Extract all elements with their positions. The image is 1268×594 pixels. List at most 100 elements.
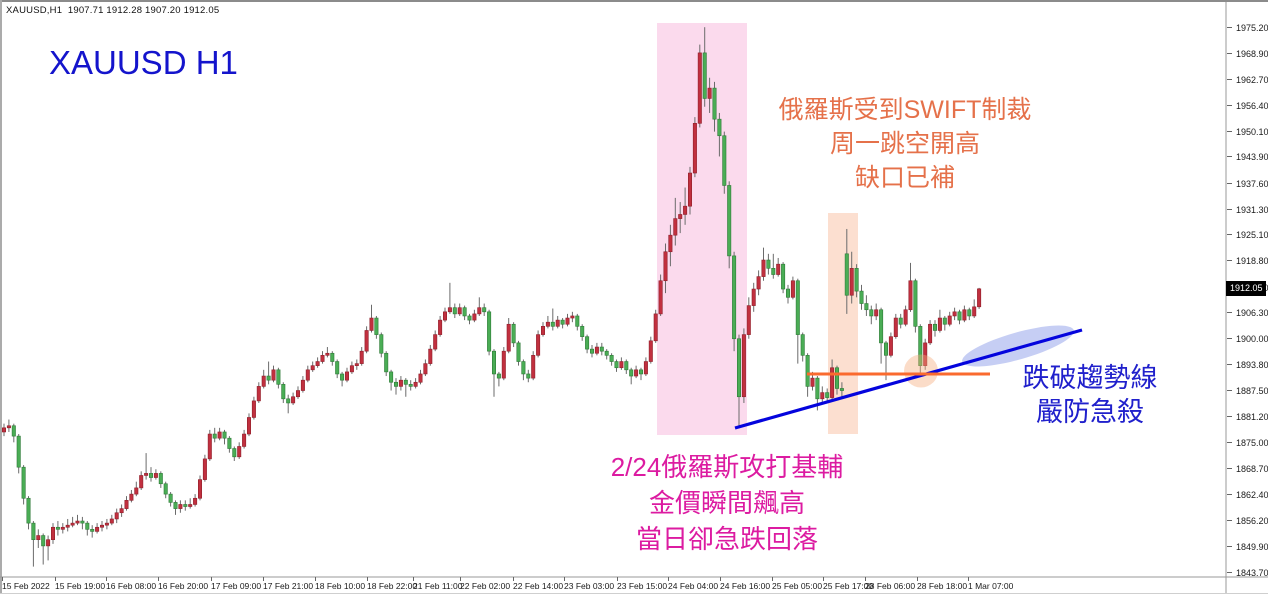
candle — [599, 342, 604, 356]
candle — [619, 357, 624, 370]
candle — [114, 508, 119, 524]
candle — [335, 359, 340, 379]
time-axis-tick — [55, 577, 56, 581]
candle — [604, 349, 609, 360]
candle — [447, 282, 452, 314]
candle — [844, 228, 849, 314]
candle — [281, 382, 286, 403]
annotation-line: 嚴防急殺 — [1036, 397, 1144, 427]
candle — [687, 166, 692, 215]
candle — [266, 361, 271, 385]
time-axis-label: 22 Feb 02:00 — [460, 581, 511, 591]
candle — [830, 359, 835, 400]
time-axis-label: 18 Feb 10:00 — [315, 581, 366, 591]
candle — [286, 394, 291, 414]
time-axis-tick — [460, 577, 461, 581]
candle — [276, 367, 281, 389]
candle — [624, 359, 629, 374]
candle — [565, 313, 570, 327]
candle — [124, 496, 129, 511]
candle — [663, 243, 668, 294]
candle — [536, 330, 541, 358]
candle — [104, 518, 109, 530]
price-axis-tick — [1227, 182, 1232, 184]
candle — [477, 297, 482, 316]
candle — [457, 303, 462, 316]
symbol-ohlc-readout: XAUUSD,H1 1907.71 1912.28 1907.20 1912.0… — [6, 5, 220, 16]
annotation-trendline-note[interactable]: 跌破趨勢線 嚴防急殺 — [1023, 361, 1158, 429]
candle — [6, 419, 11, 432]
candle — [560, 318, 565, 329]
time-axis-label: 17 Feb 09:00 — [211, 581, 262, 591]
price-axis-label: 1849.90 — [1236, 541, 1268, 552]
candle — [168, 492, 173, 507]
candle — [222, 429, 227, 445]
price-axis-label: 1968.90 — [1236, 48, 1268, 59]
trendline[interactable] — [734, 328, 1083, 430]
annotation-swift-note[interactable]: 俄羅斯受到SWIFT制裁 周一跳空開高 缺口已補 — [779, 93, 1032, 195]
candle — [800, 332, 805, 362]
candle — [193, 494, 198, 507]
candle — [50, 523, 55, 544]
candle — [570, 311, 575, 323]
price-axis-label: 1875.00 — [1236, 437, 1268, 448]
candle — [643, 357, 648, 377]
candle — [65, 518, 70, 532]
candle — [423, 359, 428, 377]
candle — [300, 376, 305, 393]
candle — [212, 427, 217, 443]
time-axis-label: 21 Feb 11:00 — [413, 581, 463, 591]
time-axis-tick — [367, 577, 368, 581]
candle — [967, 307, 972, 321]
candle — [751, 282, 756, 312]
price-axis-label: 1906.30 — [1236, 308, 1268, 319]
time-axis-tick — [513, 577, 514, 581]
candle — [369, 304, 374, 333]
candle — [501, 347, 506, 381]
candle — [629, 367, 634, 385]
time-axis-label: 23 Feb 03:00 — [564, 581, 615, 591]
candle — [609, 353, 614, 366]
candle — [271, 365, 276, 383]
price-axis-tick — [1227, 78, 1232, 80]
candle — [291, 392, 296, 406]
price-axis-label: 1931.30 — [1236, 204, 1268, 215]
price-axis-tick — [1227, 208, 1232, 210]
candle — [198, 475, 203, 501]
price-axis-label: 1950.10 — [1236, 126, 1268, 137]
candle — [472, 309, 477, 323]
candle — [594, 342, 599, 356]
candle — [491, 349, 496, 397]
candle — [673, 197, 678, 246]
current-price-badge: 1912.05 — [1226, 281, 1266, 297]
candle — [496, 371, 501, 387]
window-top-edge — [0, 0, 1268, 2]
candle — [344, 367, 349, 383]
candle — [1, 423, 7, 437]
candle — [785, 284, 790, 304]
rally-highlight-band[interactable] — [657, 23, 747, 435]
candle — [393, 378, 398, 395]
price-axis-tick — [1227, 26, 1232, 28]
candle — [506, 318, 511, 354]
candle — [697, 44, 702, 128]
candle — [977, 287, 982, 309]
candle — [972, 299, 977, 319]
annotation-attack-note[interactable]: 2/24俄羅斯攻打基輔 金價瞬間飆高 當日卻急跌回落 — [611, 449, 844, 557]
candle — [36, 529, 41, 548]
annotation-line: 當日卻急跌回落 — [635, 524, 819, 554]
time-axis-tick — [917, 577, 918, 581]
candle — [364, 326, 369, 354]
time-axis-tick — [564, 577, 565, 581]
candle — [692, 117, 697, 178]
annotation-line: 金價瞬間飆高 — [648, 488, 806, 518]
candle — [325, 347, 330, 358]
price-axis-label: 1937.60 — [1236, 178, 1268, 189]
candle — [207, 429, 212, 461]
candle — [839, 382, 844, 397]
candle — [511, 322, 516, 348]
time-axis-label: 15 Feb 2022 — [2, 581, 50, 591]
time-axis-tick — [106, 577, 107, 581]
price-axis-tick — [1227, 571, 1232, 573]
